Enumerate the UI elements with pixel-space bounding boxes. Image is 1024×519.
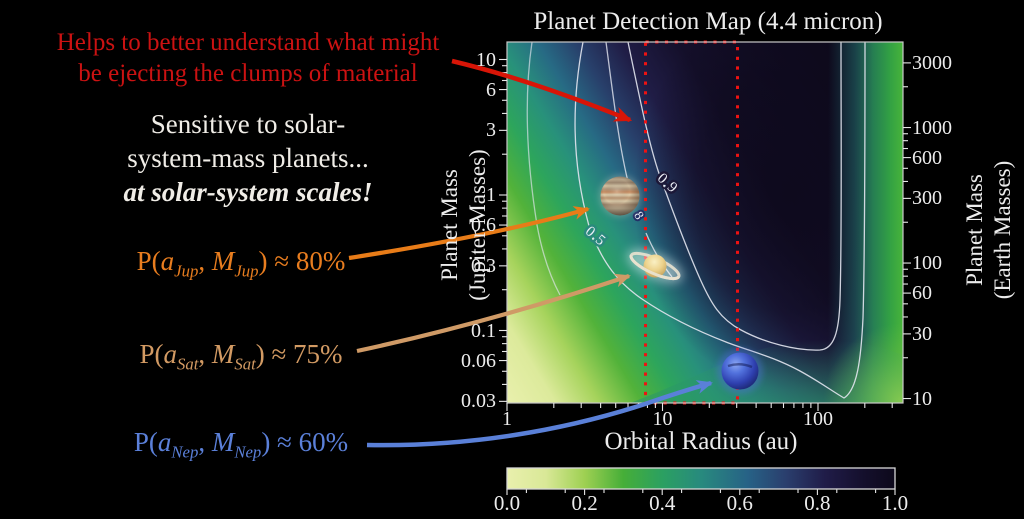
white-annotation-line2: system-mass planets... (127, 143, 369, 173)
comma: , (198, 339, 212, 369)
y-right-line1: Planet Mass (962, 174, 987, 286)
y-right-tick-label: 10 (912, 387, 932, 410)
colorbar-tick-label: 0.6 (726, 491, 753, 515)
colorbar (506, 467, 896, 490)
red-annotation: Helps to better understand what might be… (18, 27, 478, 89)
y-right-line2: (Earth Masses) (990, 160, 1015, 300)
y-left-tick-label: 6 (486, 78, 496, 101)
m-var: M (211, 339, 235, 369)
p-value: ) ≈ 60% (261, 427, 349, 457)
jupiter-image (598, 174, 642, 218)
neptune-probability-label: P(aNep, MNep) ≈ 60% (0, 427, 482, 462)
x-tick-label: 100 (803, 408, 833, 430)
y-right-tick-label: 600 (912, 146, 942, 169)
y-right-tick-label: 30 (912, 322, 932, 345)
saturn-probability-label: P(aSat, MSat) ≈ 75% (0, 339, 482, 374)
y-left-tick-label: 0.3 (471, 254, 496, 277)
y-right-tick-label: 100 (912, 252, 942, 275)
m-var: M (211, 246, 235, 276)
p-open: P( (136, 246, 161, 276)
y-left-tick-label: 0.06 (461, 349, 496, 372)
y-left-tick-label: 0.1 (471, 319, 496, 342)
m-sub: Sat (234, 354, 256, 374)
y-left-tick-label: 0.03 (461, 390, 496, 413)
chart-title: Planet Detection Map (4.4 micron) (533, 8, 883, 35)
y-left-tick-label: 1 (486, 184, 496, 206)
contour-0p9 (627, 42, 842, 351)
jupiter-probability-label: P(aJup, MJup) ≈ 80% (0, 246, 482, 281)
p-open: P( (133, 427, 158, 457)
red-note-arrow (451, 58, 633, 123)
y-right-tick-label: 3000 (912, 51, 952, 74)
a-sub: Jup (174, 261, 199, 281)
a-var: a (163, 339, 177, 369)
red-annotation-line1: Helps to better understand what might (56, 29, 440, 56)
colorbar-tick-label: 1.0 (881, 491, 909, 515)
highlight-region-box (644, 40, 739, 405)
m-sub: Jup (234, 261, 259, 281)
saturn-image (627, 248, 683, 284)
colorbar-tick-label: 0.0 (493, 491, 521, 515)
a-var: a (157, 427, 172, 457)
p-value: ) ≈ 80% (258, 246, 346, 276)
y-left-tick-label: 10 (476, 48, 496, 71)
y-right-tick-label: 1000 (912, 116, 952, 139)
p-open: P( (139, 339, 164, 369)
y-left-tick-label: 3 (486, 119, 496, 142)
saturn-arrow (356, 273, 631, 354)
colorbar-tick-label: 0.2 (571, 491, 598, 515)
colorbar-tick-label: 0.4 (649, 491, 676, 515)
y-axis-label-right: Planet Mass (Earth Masses) (961, 161, 1017, 300)
y-right-tick-label: 60 (912, 282, 932, 305)
contour-left-small (526, 42, 561, 296)
m-sub: Nep (234, 442, 262, 462)
contour-0p5 (574, 42, 866, 399)
white-annotation-line1: Sensitive to solar- (150, 109, 346, 139)
red-annotation-line2: be ejecting the clumps of material (78, 60, 418, 87)
m-var: M (211, 427, 235, 457)
comma: , (198, 427, 212, 457)
jupiter-arrow (348, 206, 590, 261)
y-left-tick-label: 0.6 (471, 214, 496, 237)
comma: , (198, 246, 212, 276)
axis-tick-marks (499, 58, 911, 495)
p-value: ) ≈ 75% (255, 339, 343, 369)
x-axis-label: Orbital Radius (au) (604, 428, 798, 455)
neptune-arrow (366, 380, 713, 448)
neptune-image (717, 348, 763, 394)
a-sub: Nep (171, 442, 199, 462)
colorbar-tick-label: 0.8 (804, 491, 831, 515)
white-annotation: Sensitive to solar- system-mass planets.… (18, 107, 478, 209)
x-tick-label: 10 (652, 408, 673, 430)
a-var: a (160, 246, 175, 276)
y-right-tick-label: 300 (912, 187, 942, 210)
white-annotation-line3: at solar-system scales! (123, 177, 373, 207)
a-sub: Sat (176, 354, 199, 374)
detection-probability-heatmap (507, 42, 903, 403)
x-tick-label: 1 (502, 408, 512, 430)
